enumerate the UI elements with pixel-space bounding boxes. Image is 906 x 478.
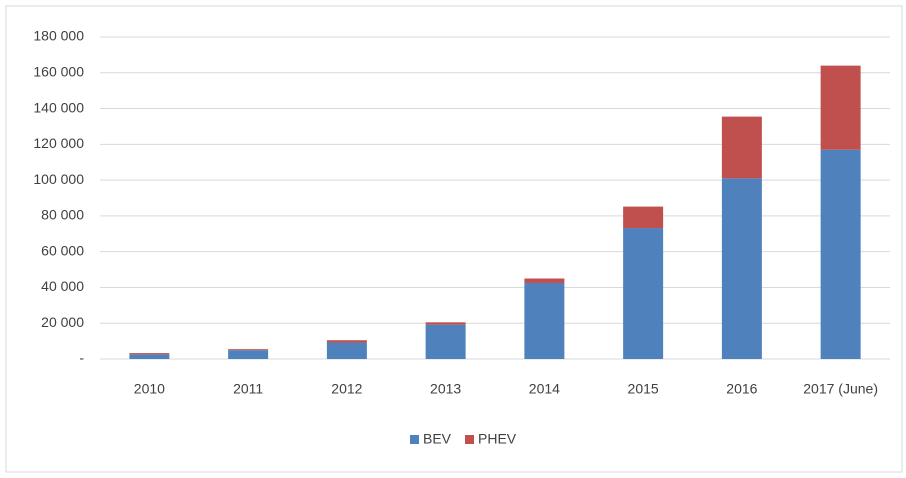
bar-segment (820, 65, 861, 150)
y-tick-label: 100 000 (33, 171, 84, 187)
x-tick-label: 2013 (430, 381, 461, 397)
bar-segment (623, 206, 664, 229)
y-tick-label: 120 000 (33, 135, 84, 151)
x-tick-label: 2010 (134, 381, 165, 397)
bar-segment (228, 349, 269, 351)
bar-segment (425, 324, 466, 359)
y-tick-label: 180 000 (33, 28, 84, 44)
bar-segment (129, 354, 170, 359)
x-tick-label: 2015 (628, 381, 659, 397)
x-tick-label: 2012 (331, 381, 362, 397)
bar-segment (326, 340, 367, 343)
legend-swatch (465, 435, 475, 444)
x-tick-label: 2014 (529, 381, 560, 397)
y-tick-label: 40 000 (41, 278, 84, 294)
legend-label: PHEV (478, 431, 517, 447)
x-tick-label: 2017 (June) (803, 381, 878, 397)
y-tick-label: - (79, 350, 84, 366)
y-tick-label: 20 000 (41, 314, 84, 330)
x-tick-label: 2016 (726, 381, 757, 397)
y-tick-label: 160 000 (33, 63, 84, 79)
bar-segment (326, 342, 367, 359)
chart-frame (5, 5, 903, 473)
bar-segment (524, 282, 565, 359)
legend-label: BEV (423, 431, 452, 447)
legend-swatch (410, 435, 419, 444)
bar-segment (721, 116, 762, 179)
bar-segment (623, 228, 664, 359)
bar-segment (129, 353, 170, 355)
x-tick-label: 2011 (233, 381, 263, 397)
bar-segment (425, 322, 466, 325)
bar-segment (524, 278, 565, 283)
bar-segment (228, 350, 269, 359)
y-tick-label: 60 000 (41, 242, 84, 258)
y-tick-label: 80 000 (41, 207, 84, 223)
bar-segment (820, 149, 861, 359)
y-tick-label: 140 000 (33, 99, 84, 115)
bar-segment (721, 178, 762, 359)
